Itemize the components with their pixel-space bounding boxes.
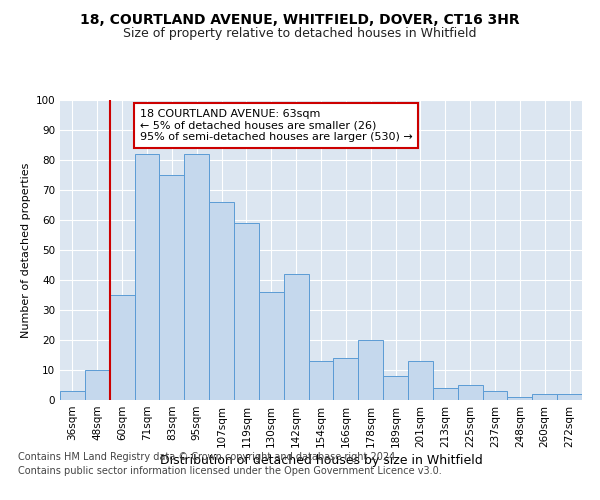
Bar	[482, 391, 508, 400]
Bar	[383, 376, 408, 400]
Text: 18, COURTLAND AVENUE, WHITFIELD, DOVER, CT16 3HR: 18, COURTLAND AVENUE, WHITFIELD, DOVER, …	[80, 12, 520, 26]
Bar	[334, 358, 358, 400]
Bar	[532, 394, 557, 400]
Bar	[209, 202, 234, 400]
Bar	[358, 340, 383, 400]
Y-axis label: Number of detached properties: Number of detached properties	[22, 162, 31, 338]
Text: 18 COURTLAND AVENUE: 63sqm
← 5% of detached houses are smaller (26)
95% of semi-: 18 COURTLAND AVENUE: 63sqm ← 5% of detac…	[140, 109, 412, 142]
Bar	[508, 397, 532, 400]
Bar	[433, 388, 458, 400]
Text: Size of property relative to detached houses in Whitfield: Size of property relative to detached ho…	[123, 28, 477, 40]
Bar	[557, 394, 582, 400]
Text: Contains HM Land Registry data © Crown copyright and database right 2024.: Contains HM Land Registry data © Crown c…	[18, 452, 398, 462]
Bar	[160, 175, 184, 400]
Bar	[234, 223, 259, 400]
Bar	[308, 361, 334, 400]
Bar	[458, 385, 482, 400]
Bar	[134, 154, 160, 400]
Bar	[184, 154, 209, 400]
Bar	[60, 391, 85, 400]
Bar	[110, 295, 134, 400]
Bar	[85, 370, 110, 400]
Bar	[408, 361, 433, 400]
Bar	[259, 292, 284, 400]
Text: Contains public sector information licensed under the Open Government Licence v3: Contains public sector information licen…	[18, 466, 442, 476]
X-axis label: Distribution of detached houses by size in Whitfield: Distribution of detached houses by size …	[160, 454, 482, 467]
Bar	[284, 274, 308, 400]
